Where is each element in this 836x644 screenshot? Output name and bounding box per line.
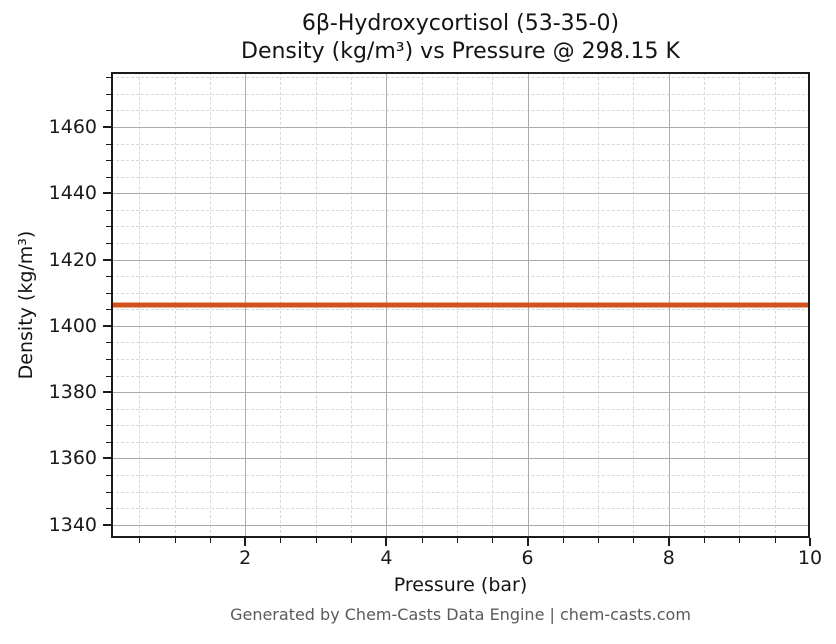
x-major-tick [244, 538, 247, 546]
x-minor-tick [280, 538, 282, 543]
y-tick-label: 1360 [48, 447, 97, 470]
minor-gridline-horizontal [111, 441, 810, 443]
minor-gridline-horizontal [111, 342, 810, 344]
y-minor-tick [106, 209, 111, 211]
major-gridline-horizontal [111, 392, 810, 394]
major-gridline-horizontal [111, 259, 810, 261]
major-gridline-horizontal [111, 458, 810, 460]
x-major-tick [526, 538, 529, 546]
minor-gridline-horizontal [111, 408, 810, 410]
x-major-tick [385, 538, 388, 546]
y-minor-tick [106, 359, 111, 361]
x-minor-tick [633, 538, 635, 543]
minor-gridline-horizontal [111, 77, 810, 79]
y-minor-tick [106, 408, 111, 410]
major-gridline-horizontal [111, 325, 810, 327]
minor-gridline-horizontal [111, 143, 810, 145]
y-minor-tick [106, 160, 111, 162]
y-minor-tick [106, 110, 111, 112]
y-tick-label: 1340 [48, 513, 97, 536]
x-minor-tick [351, 538, 353, 543]
y-tick-label: 1440 [48, 182, 97, 205]
x-minor-tick [598, 538, 600, 543]
x-tick-label: 2 [239, 547, 252, 569]
x-tick-label: 6 [521, 547, 534, 569]
x-major-tick [809, 538, 811, 546]
minor-gridline-horizontal [111, 309, 810, 311]
y-minor-tick [106, 342, 111, 344]
x-minor-tick [739, 538, 741, 543]
y-minor-tick [106, 243, 111, 245]
y-minor-tick [106, 77, 111, 79]
data-line-layer [111, 302, 810, 308]
minor-gridline-horizontal [111, 160, 810, 162]
y-major-tick [103, 324, 111, 327]
x-minor-tick [315, 538, 317, 543]
footer-credit: Generated by Chem-Casts Data Engine | ch… [230, 605, 691, 624]
minor-gridline-horizontal [111, 292, 810, 294]
major-gridline-horizontal [111, 127, 810, 129]
major-gridline-horizontal [111, 193, 810, 195]
x-minor-tick [421, 538, 423, 543]
minor-gridline-horizontal [111, 359, 810, 361]
major-gridline-horizontal [111, 524, 810, 526]
x-minor-tick [209, 538, 211, 543]
y-minor-tick [106, 143, 111, 145]
y-axis-label: Density (kg/m³) [15, 230, 37, 380]
chart-title-line2: Density (kg/m³) vs Pressure @ 298.15 K [241, 39, 680, 64]
y-minor-tick [106, 176, 111, 178]
chart-title-line1: 6β-Hydroxycortisol (53-35-0) [301, 11, 620, 36]
y-major-tick [103, 126, 111, 129]
y-minor-tick [106, 93, 111, 95]
minor-gridline-horizontal [111, 491, 810, 493]
minor-gridline-horizontal [111, 475, 810, 477]
y-major-tick [103, 258, 111, 261]
y-minor-tick [106, 441, 111, 443]
y-minor-tick [106, 276, 111, 278]
y-tick-label: 1400 [48, 314, 97, 337]
minor-gridline-horizontal [111, 93, 810, 95]
y-minor-tick [106, 508, 111, 510]
x-tick-label: 8 [662, 547, 675, 569]
y-major-tick [103, 457, 111, 460]
minor-gridline-horizontal [111, 243, 810, 245]
y-minor-tick [106, 309, 111, 311]
minor-gridline-horizontal [111, 375, 810, 377]
x-minor-tick [562, 538, 564, 543]
y-tick-label: 1460 [48, 116, 97, 139]
minor-gridline-horizontal [111, 209, 810, 211]
chart-title: 6β-Hydroxycortisol (53-35-0) Density (kg… [111, 10, 810, 66]
x-tick-label: 10 [797, 547, 823, 569]
minor-gridline-horizontal [111, 276, 810, 278]
y-major-tick [103, 523, 111, 526]
y-minor-tick [106, 475, 111, 477]
y-tick-label: 1380 [48, 381, 97, 404]
y-minor-tick [106, 425, 111, 427]
x-major-tick [667, 538, 670, 546]
x-minor-tick [456, 538, 458, 543]
y-minor-tick [106, 491, 111, 493]
x-minor-tick [174, 538, 176, 543]
y-major-tick [103, 192, 111, 195]
x-minor-tick [704, 538, 706, 543]
minor-gridline-horizontal [111, 226, 810, 228]
y-minor-tick [106, 226, 111, 228]
minor-gridline-horizontal [111, 508, 810, 510]
y-minor-tick [106, 292, 111, 294]
x-tick-label: 4 [380, 547, 393, 569]
y-major-tick [103, 391, 111, 394]
y-tick-label: 1420 [48, 248, 97, 271]
minor-gridline-horizontal [111, 110, 810, 112]
minor-gridline-horizontal [111, 176, 810, 178]
x-axis-label: Pressure (bar) [393, 574, 528, 596]
y-minor-tick [106, 375, 111, 377]
x-minor-tick [139, 538, 141, 543]
x-minor-tick [492, 538, 494, 543]
x-minor-tick [774, 538, 776, 543]
minor-gridline-horizontal [111, 425, 810, 427]
